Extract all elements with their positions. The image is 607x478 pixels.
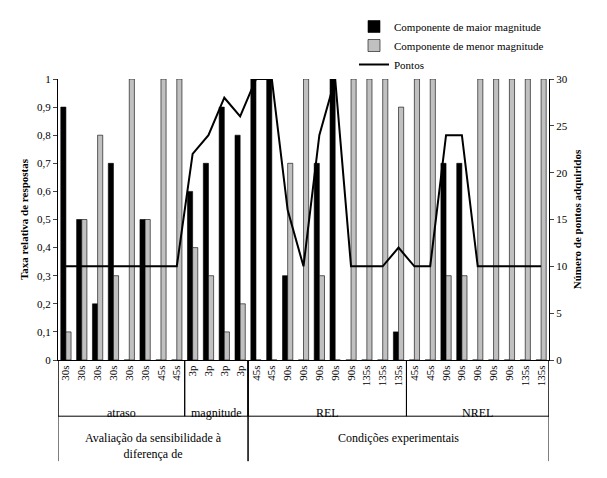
svg-text:90s: 90s — [313, 365, 325, 380]
svg-text:30s: 30s — [59, 365, 71, 380]
svg-text:Número de pontos adquiridos: Número de pontos adquiridos — [571, 149, 583, 289]
svg-text:25: 25 — [556, 120, 568, 132]
svg-text:1: 1 — [45, 73, 51, 85]
svg-text:0,6: 0,6 — [37, 185, 51, 197]
svg-text:90s: 90s — [281, 365, 293, 380]
svg-text:30s: 30s — [139, 365, 151, 380]
svg-text:90s: 90s — [440, 365, 452, 380]
svg-text:0,2: 0,2 — [37, 298, 51, 310]
svg-text:30: 30 — [556, 73, 568, 85]
svg-text:3p: 3p — [202, 365, 214, 377]
svg-text:0: 0 — [45, 354, 51, 366]
svg-text:Componente de menor magnitude: Componente de menor magnitude — [394, 40, 543, 52]
svg-text:135s: 135s — [535, 365, 547, 386]
svg-text:Componente de maior magnitude: Componente de maior magnitude — [394, 21, 541, 33]
svg-text:135s: 135s — [360, 365, 372, 386]
svg-text:10: 10 — [556, 260, 568, 272]
svg-text:3p: 3p — [186, 365, 198, 377]
svg-text:30s: 30s — [91, 365, 103, 380]
svg-text:atraso: atraso — [107, 406, 136, 420]
svg-text:45s: 45s — [408, 365, 420, 380]
svg-text:Condições experimentais: Condições experimentais — [338, 431, 459, 445]
svg-text:0,4: 0,4 — [37, 241, 51, 253]
svg-text:0: 0 — [556, 354, 562, 366]
svg-text:Taxa relativa de respostas: Taxa relativa de respostas — [18, 158, 30, 280]
svg-text:0,1: 0,1 — [37, 326, 51, 338]
svg-text:magnitude: magnitude — [191, 406, 242, 420]
svg-text:135s: 135s — [376, 365, 388, 386]
svg-text:15: 15 — [556, 213, 568, 225]
svg-text:NREL: NREL — [462, 406, 493, 420]
svg-text:0,9: 0,9 — [37, 101, 51, 113]
svg-text:45s: 45s — [424, 365, 436, 380]
svg-text:90s: 90s — [487, 365, 499, 380]
svg-text:90s: 90s — [503, 365, 515, 380]
svg-text:45s: 45s — [250, 365, 262, 380]
svg-text:Avaliação da sensibilidade àdi: Avaliação da sensibilidade àdiferença de — [85, 431, 222, 461]
svg-text:0,3: 0,3 — [37, 270, 51, 282]
svg-text:30s: 30s — [75, 365, 87, 380]
svg-text:45s: 45s — [155, 365, 167, 380]
svg-text:30s: 30s — [107, 365, 119, 380]
svg-text:Pontos: Pontos — [394, 59, 424, 71]
svg-text:0,8: 0,8 — [37, 129, 51, 141]
svg-text:90s: 90s — [345, 365, 357, 380]
svg-text:45s: 45s — [170, 365, 182, 380]
svg-text:REL: REL — [316, 406, 339, 420]
svg-text:3p: 3p — [218, 365, 230, 377]
svg-text:20: 20 — [556, 167, 568, 179]
svg-text:0,7: 0,7 — [37, 157, 51, 169]
svg-text:90s: 90s — [329, 365, 341, 380]
svg-text:135s: 135s — [392, 365, 404, 386]
svg-text:135s: 135s — [519, 365, 531, 386]
svg-text:45s: 45s — [265, 365, 277, 380]
svg-text:90s: 90s — [297, 365, 309, 380]
svg-text:30s: 30s — [123, 365, 135, 380]
svg-text:5: 5 — [556, 307, 562, 319]
svg-text:3p: 3p — [234, 365, 246, 377]
svg-text:90s: 90s — [471, 365, 483, 380]
svg-text:90s: 90s — [455, 365, 467, 380]
svg-text:0,5: 0,5 — [37, 213, 51, 225]
